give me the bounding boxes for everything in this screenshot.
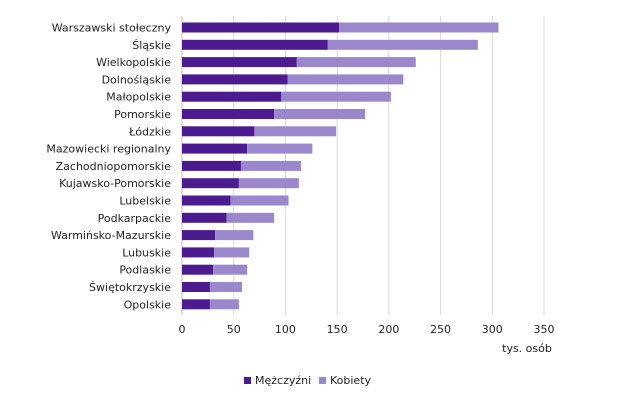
- category-label: Śląskie: [132, 39, 171, 52]
- bar-segment-women: [209, 282, 242, 292]
- x-tick-label: 200: [378, 323, 399, 336]
- bar-segment-men: [182, 74, 288, 85]
- category-label: Pomorskie: [114, 108, 171, 121]
- bar-segment-men: [182, 39, 328, 50]
- category-label: Zachodniopomorskie: [56, 160, 172, 173]
- legend-swatch: [244, 377, 251, 384]
- bar-segment-women: [327, 39, 478, 50]
- bar-segment-men: [182, 91, 282, 102]
- bar-segment-men: [182, 126, 255, 137]
- bar-segment-women: [226, 212, 275, 223]
- category-label: Podkarpackie: [98, 212, 172, 225]
- bar-segment-men: [182, 212, 227, 223]
- bar-segment-women: [240, 160, 301, 171]
- bar-segment-women: [238, 178, 299, 189]
- bar-segment-women: [287, 74, 404, 85]
- category-label: Warmińsko-Mazurskie: [51, 229, 171, 242]
- bar-segment-women: [281, 91, 391, 102]
- bar-segment-women: [215, 230, 254, 241]
- category-label: Dolnośląskie: [102, 73, 172, 86]
- bar-segment-women: [213, 264, 248, 275]
- x-axis-ticks: 0 50 100 150 200 250 300 350: [179, 323, 555, 336]
- category-labels: Warszawski stołeczny Śląskie Wielkopolskie…: [46, 22, 171, 312]
- x-tick-label: 100: [275, 323, 296, 336]
- x-tick-label: 300: [482, 323, 503, 336]
- category-label: Świętokrzyskie: [89, 281, 171, 294]
- bar-segment-men: [182, 22, 340, 33]
- bar-segment-women: [274, 109, 366, 119]
- category-label: Lubelskie: [119, 195, 171, 208]
- category-label: Opolskie: [124, 298, 172, 311]
- bar-segment-men: [182, 230, 216, 241]
- bar-segment-men: [182, 178, 239, 189]
- x-tick-label: 250: [430, 323, 451, 336]
- category-label: Mazowiecki regionalny: [46, 143, 171, 156]
- x-tick-label: 150: [327, 323, 348, 336]
- category-label: Warszawski stołeczny: [52, 22, 172, 35]
- bar-segment-men: [182, 109, 275, 119]
- legend-swatch: [319, 377, 326, 384]
- legend: Mężczyźni Kobiety: [244, 374, 372, 387]
- bars: [182, 22, 499, 310]
- bar-segment-women: [230, 195, 289, 206]
- bar-segment-women: [209, 299, 239, 310]
- bar-segment-men: [182, 299, 210, 310]
- bar-segment-men: [182, 57, 297, 68]
- bar-segment-women: [296, 57, 416, 68]
- bar-segment-women: [247, 143, 313, 154]
- bar-segment-men: [182, 264, 214, 275]
- category-label: Małopolskie: [106, 91, 171, 104]
- bar-segment-men: [182, 195, 231, 206]
- x-tick-label: 0: [179, 323, 186, 336]
- legend-label: Mężczyźni: [255, 374, 311, 387]
- category-label: Wielkopolskie: [96, 56, 171, 69]
- bar-segment-men: [182, 282, 210, 292]
- legend-label: Kobiety: [330, 374, 372, 387]
- category-label: Lubuskie: [122, 246, 171, 259]
- bar-segment-men: [182, 143, 248, 154]
- x-axis-unit-label: tys. osób: [502, 342, 552, 355]
- x-tick-label: 350: [534, 323, 555, 336]
- x-tick-label: 50: [227, 323, 241, 336]
- category-label: Podlaskie: [119, 264, 171, 277]
- category-label: Kujawsko-Pomorskie: [59, 177, 171, 190]
- bar-segment-women: [254, 126, 337, 137]
- bar-segment-women: [339, 22, 499, 33]
- bar-segment-men: [182, 247, 215, 258]
- bar-segment-women: [214, 247, 250, 258]
- bar-segment-men: [182, 160, 241, 171]
- category-label: Łódzkie: [128, 125, 171, 138]
